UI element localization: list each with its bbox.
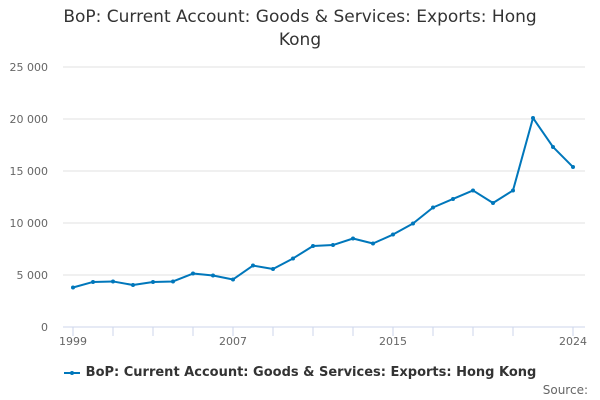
data-point[interactable]: [131, 282, 135, 287]
data-point[interactable]: [571, 165, 575, 170]
y-axis-tick-label: 5 000: [17, 269, 49, 282]
y-axis-tick-label: 20 000: [10, 113, 49, 126]
data-point[interactable]: [171, 279, 175, 284]
data-point[interactable]: [511, 188, 515, 193]
x-axis-tick-label: 2015: [379, 335, 407, 348]
legend[interactable]: BoP: Current Account: Goods & Services: …: [0, 365, 600, 382]
data-point[interactable]: [391, 232, 395, 237]
data-point[interactable]: [531, 115, 535, 120]
data-point[interactable]: [431, 205, 435, 210]
data-point[interactable]: [311, 243, 315, 248]
data-point[interactable]: [331, 243, 335, 248]
chart-title-line2: Kong: [278, 30, 322, 50]
y-axis-tick-label: 10 000: [10, 217, 49, 230]
data-point[interactable]: [551, 144, 555, 149]
x-axis-tick-label: 1999: [59, 335, 87, 348]
data-point[interactable]: [231, 277, 235, 282]
data-point[interactable]: [91, 279, 95, 284]
data-point[interactable]: [291, 256, 295, 261]
data-point[interactable]: [211, 273, 215, 278]
data-point[interactable]: [451, 196, 455, 201]
data-point[interactable]: [371, 241, 375, 246]
data-line: [72, 116, 574, 289]
legend-label: BoP: Current Account: Goods & Services: …: [85, 365, 537, 380]
data-point[interactable]: [351, 236, 355, 241]
data-point[interactable]: [471, 188, 475, 193]
chart-title: BoP: Current Account: Goods & Services: …: [0, 6, 600, 52]
data-point[interactable]: [151, 279, 155, 284]
legend-line-marker-icon: [63, 368, 80, 378]
data-point[interactable]: [191, 271, 195, 276]
data-point[interactable]: [111, 279, 115, 284]
data-point[interactable]: [251, 263, 255, 268]
source-label: Source:: [542, 383, 588, 397]
data-point[interactable]: [271, 266, 275, 271]
data-point[interactable]: [411, 221, 415, 226]
x-axis-tick-label: 2007: [219, 335, 247, 348]
x-axis-tick-label: 2024: [559, 335, 587, 348]
y-axis-tick-label: 0: [41, 321, 48, 334]
data-point[interactable]: [491, 201, 495, 206]
chart-title-line1: BoP: Current Account: Goods & Services: …: [63, 7, 537, 27]
y-axis-tick-label: 25 000: [10, 61, 49, 74]
y-axis-tick-label: 15 000: [10, 165, 49, 178]
data-point[interactable]: [71, 285, 75, 290]
